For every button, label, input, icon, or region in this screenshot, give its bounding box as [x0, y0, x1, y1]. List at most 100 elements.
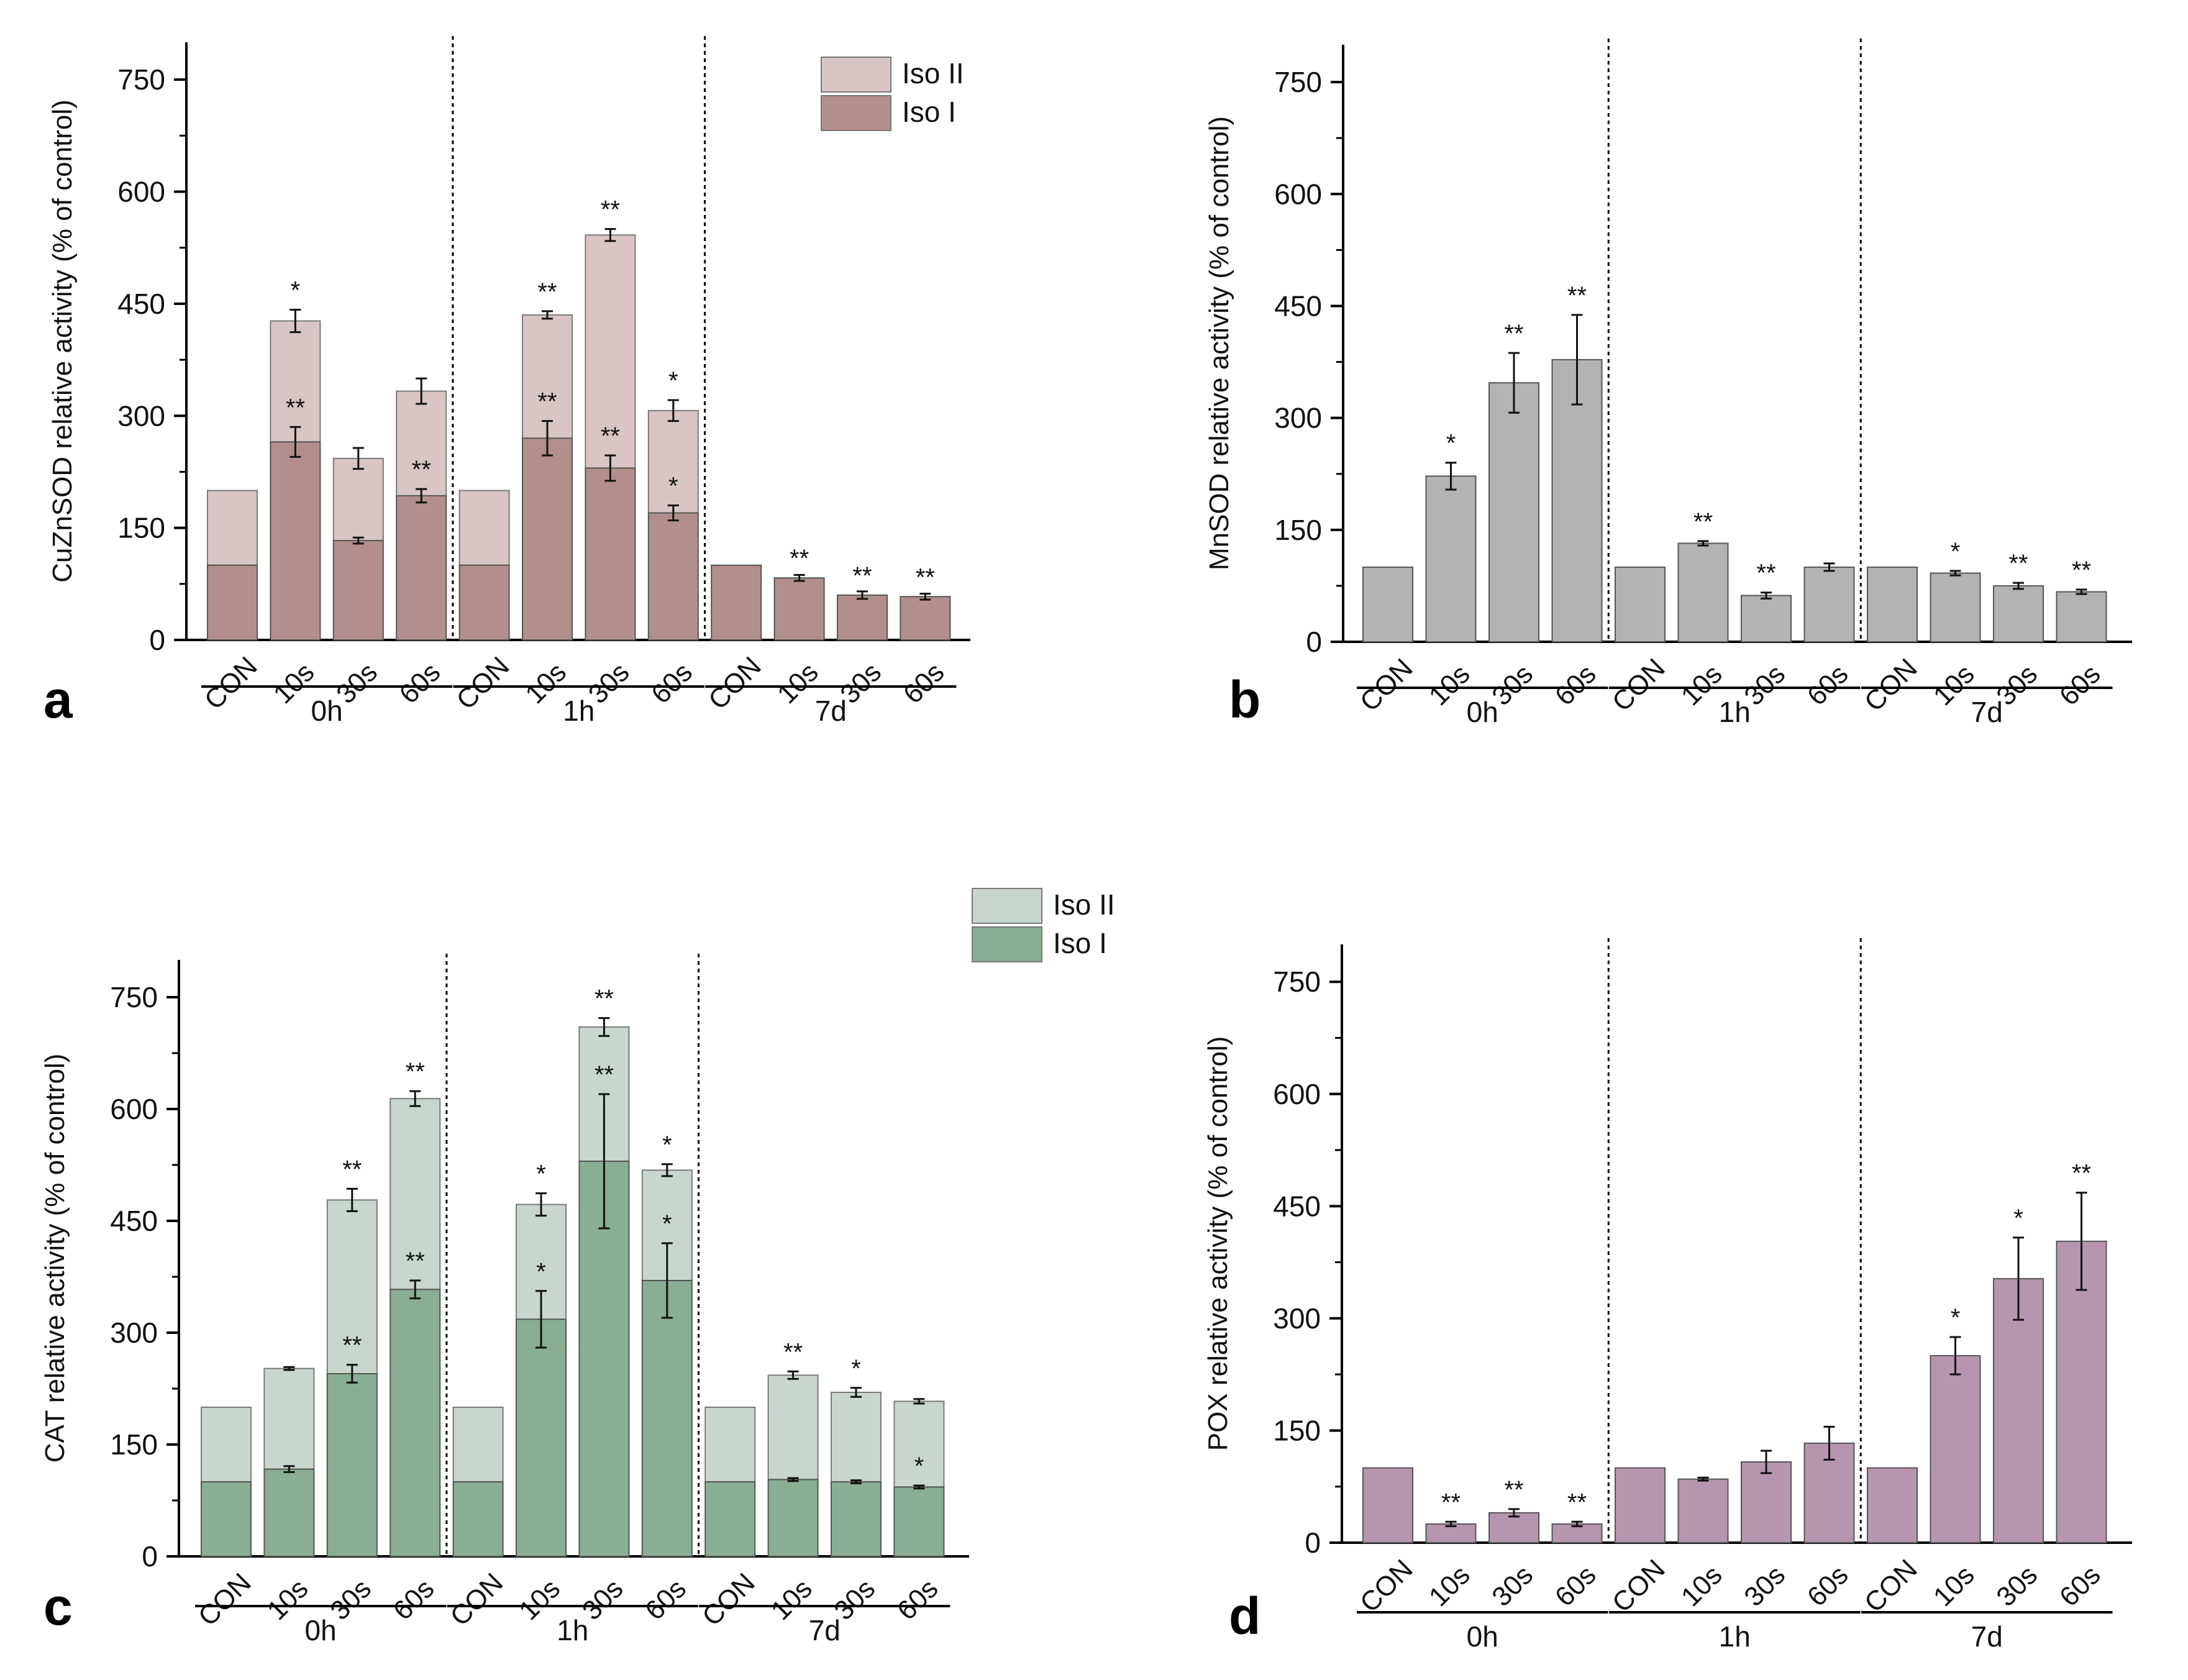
significance-marker: ** [1567, 282, 1587, 309]
significance-iso-ii: ** [595, 985, 614, 1013]
x-tick-label: CON [444, 1568, 509, 1632]
chart-panel-d: 0 150 300 450 600 750 POX relative activity (%… [1203, 938, 2132, 1653]
x-tick-label: CON [1607, 1554, 1671, 1618]
x-tick-label: 60s [1802, 1559, 1854, 1612]
y-tick-label: 600 [1274, 178, 1322, 210]
significance-marker: ** [1693, 508, 1713, 536]
significance-marker: * [1951, 1304, 1961, 1331]
significance-iso-ii: * [851, 1355, 861, 1382]
y-tick-label: 450 [117, 288, 165, 320]
x-tick-label: 60s [1549, 1559, 1602, 1612]
bar [1551, 358, 1603, 642]
bar-iso-i [893, 1486, 945, 1557]
chart-panel-b: 0 150 300 450 600 750 MnSOD relative activity … [1204, 39, 2132, 729]
y-tick-label: 600 [117, 176, 165, 208]
x-tick-label: CON [450, 651, 515, 716]
significance-iso-ii: ** [406, 1058, 425, 1085]
x-tick-label: CON [1354, 1554, 1419, 1618]
y-axis-label: POX relative activity (% of control) [1203, 1036, 1233, 1451]
panel-letter: a [43, 670, 73, 729]
x-tick-label: 60s [891, 1573, 944, 1626]
y-tick-label: 450 [110, 1205, 158, 1237]
bar-iso-i [396, 495, 447, 641]
bar-iso-ii [704, 1407, 756, 1482]
y-tick-label: 450 [1273, 1190, 1321, 1222]
legend-swatch [821, 57, 891, 93]
bar-iso-ii [270, 320, 321, 443]
y-tick-label: 0 [1306, 626, 1322, 658]
bar-iso-i [263, 1468, 315, 1558]
significance-iso-i: * [668, 473, 678, 500]
group-label: 0h [1467, 696, 1498, 728]
y-tick-label: 750 [1274, 66, 1322, 98]
bar-iso-i [900, 596, 951, 641]
y-axis-label: CuZnSOD relative activity (% of control) [47, 99, 78, 583]
significance-iso-ii: ** [790, 545, 809, 572]
bar-iso-ii [263, 1367, 315, 1470]
bar-iso-i [516, 1318, 567, 1557]
x-tick-label: 60s [639, 1573, 692, 1626]
bar-iso-ii [390, 1098, 441, 1290]
bar-iso-ii [326, 1199, 378, 1375]
y-tick-label: 150 [1273, 1414, 1321, 1446]
bar [1867, 566, 1918, 642]
bar [1677, 542, 1729, 642]
panel-letter: c [43, 1577, 73, 1636]
y-tick-label: 150 [1274, 514, 1322, 546]
significance-marker: ** [1756, 560, 1775, 587]
bar [1488, 382, 1539, 642]
group-label: 0h [311, 695, 343, 727]
bar-iso-i [452, 1481, 504, 1557]
significance-marker: ** [1504, 1476, 1523, 1504]
bar [1993, 585, 2044, 642]
significance-marker: ** [1441, 1489, 1461, 1516]
bar-iso-i [767, 1479, 819, 1557]
bar-iso-i [704, 1481, 756, 1557]
significance-iso-ii: ** [852, 562, 872, 590]
significance-iso-i: ** [601, 422, 620, 450]
x-tick-label: 60s [2054, 659, 2107, 711]
significance-iso-ii: ** [537, 278, 557, 306]
bar-iso-i [270, 441, 321, 641]
group-label: 7d [815, 695, 847, 727]
bar-iso-ii [452, 1407, 504, 1482]
significance-iso-i: * [662, 1210, 672, 1238]
group-label: 1h [563, 695, 595, 727]
bar [1362, 1467, 1413, 1543]
bar-iso-i [207, 564, 258, 641]
group-label: 7d [1971, 1620, 2003, 1653]
y-axis-label: CAT relative activity (% of control) [40, 1054, 70, 1463]
bar-iso-i [390, 1289, 441, 1557]
significance-iso-ii: ** [342, 1156, 362, 1183]
bar [1930, 572, 1981, 642]
y-tick-label: 0 [1305, 1527, 1321, 1559]
legend-label: Iso II [1053, 888, 1115, 921]
significance-iso-i: ** [406, 1248, 425, 1275]
bar-iso-ii [207, 490, 258, 566]
bar [1993, 1278, 2044, 1543]
y-tick-label: 450 [1274, 290, 1322, 322]
chart-panel-a: 0 150 300 450 600 750 CuZnSOD relative activit… [43, 36, 970, 729]
y-tick-label: 0 [142, 1540, 158, 1573]
x-tick-label: 30s [1990, 1559, 2043, 1612]
group-label: 1h [1719, 696, 1751, 728]
bar [1425, 475, 1477, 642]
legend-label: Iso II [902, 57, 964, 89]
bar-iso-ii [831, 1392, 882, 1482]
y-tick-label: 150 [110, 1428, 158, 1461]
bar-iso-i [647, 512, 699, 641]
bar [1867, 1467, 1918, 1543]
x-tick-label: 60s [1549, 659, 1602, 711]
x-tick-label: CON [1859, 1554, 1923, 1618]
bar-iso-i [332, 540, 384, 641]
y-axis-label: MnSOD relative activity (% of control) [1204, 116, 1234, 570]
significance-marker: ** [2008, 550, 2028, 577]
x-tick-label: 60s [388, 1573, 440, 1626]
significance-marker: * [1446, 430, 1456, 457]
bar [2056, 1240, 2107, 1544]
legend-label: Iso I [1053, 927, 1107, 959]
legend-label: Iso I [902, 96, 956, 128]
significance-marker: ** [1504, 320, 1523, 347]
legend-swatch [972, 926, 1042, 962]
